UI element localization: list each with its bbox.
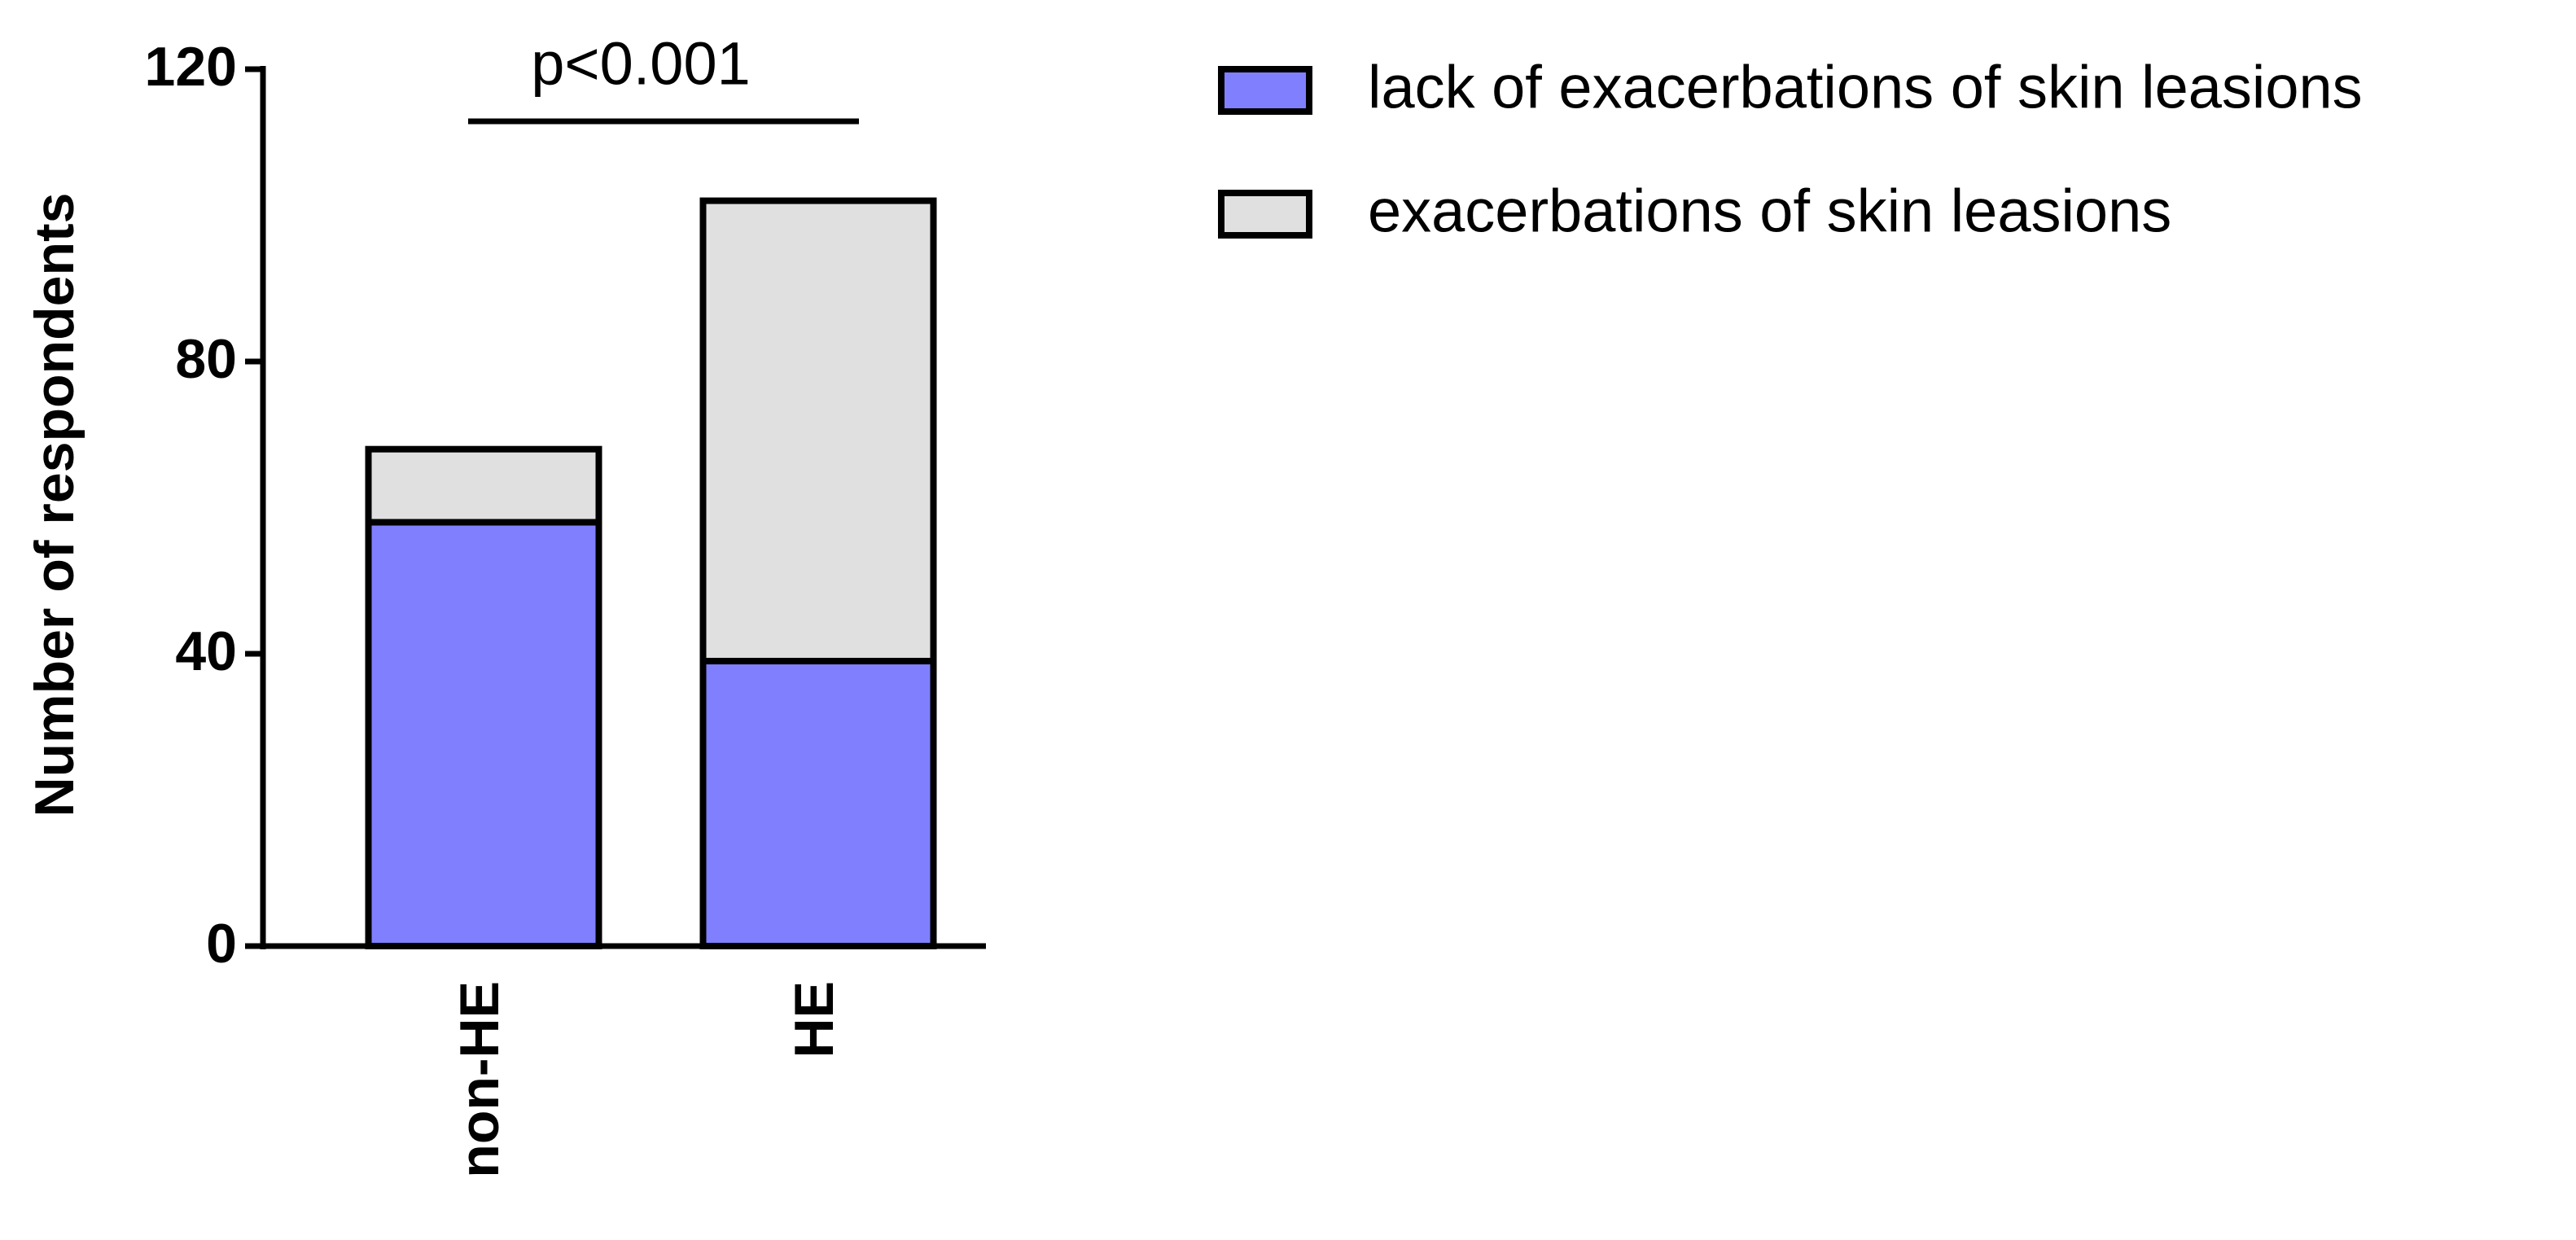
x-tick-label: HE xyxy=(783,981,845,1058)
bar-segment xyxy=(365,519,602,949)
bar-segment xyxy=(699,657,937,949)
y-tick-label: 0 xyxy=(206,913,237,975)
y-tick-label: 120 xyxy=(145,36,237,98)
y-tick-label: 40 xyxy=(175,620,237,682)
annotation: p<0.001 xyxy=(531,30,751,98)
legend-label: exacerbations of skin leasions xyxy=(1368,177,2171,245)
x-tick-label: non-HE xyxy=(449,981,510,1178)
y-tick-label: 80 xyxy=(175,328,237,390)
legend-label: lack of exacerbations of skin leasions xyxy=(1368,54,2363,121)
y-axis-label: Number of respondents xyxy=(24,193,85,817)
legend-swatch xyxy=(1218,190,1312,239)
bar-segment xyxy=(699,197,937,664)
bar-segment xyxy=(365,445,602,526)
legend-swatch xyxy=(1218,66,1312,115)
